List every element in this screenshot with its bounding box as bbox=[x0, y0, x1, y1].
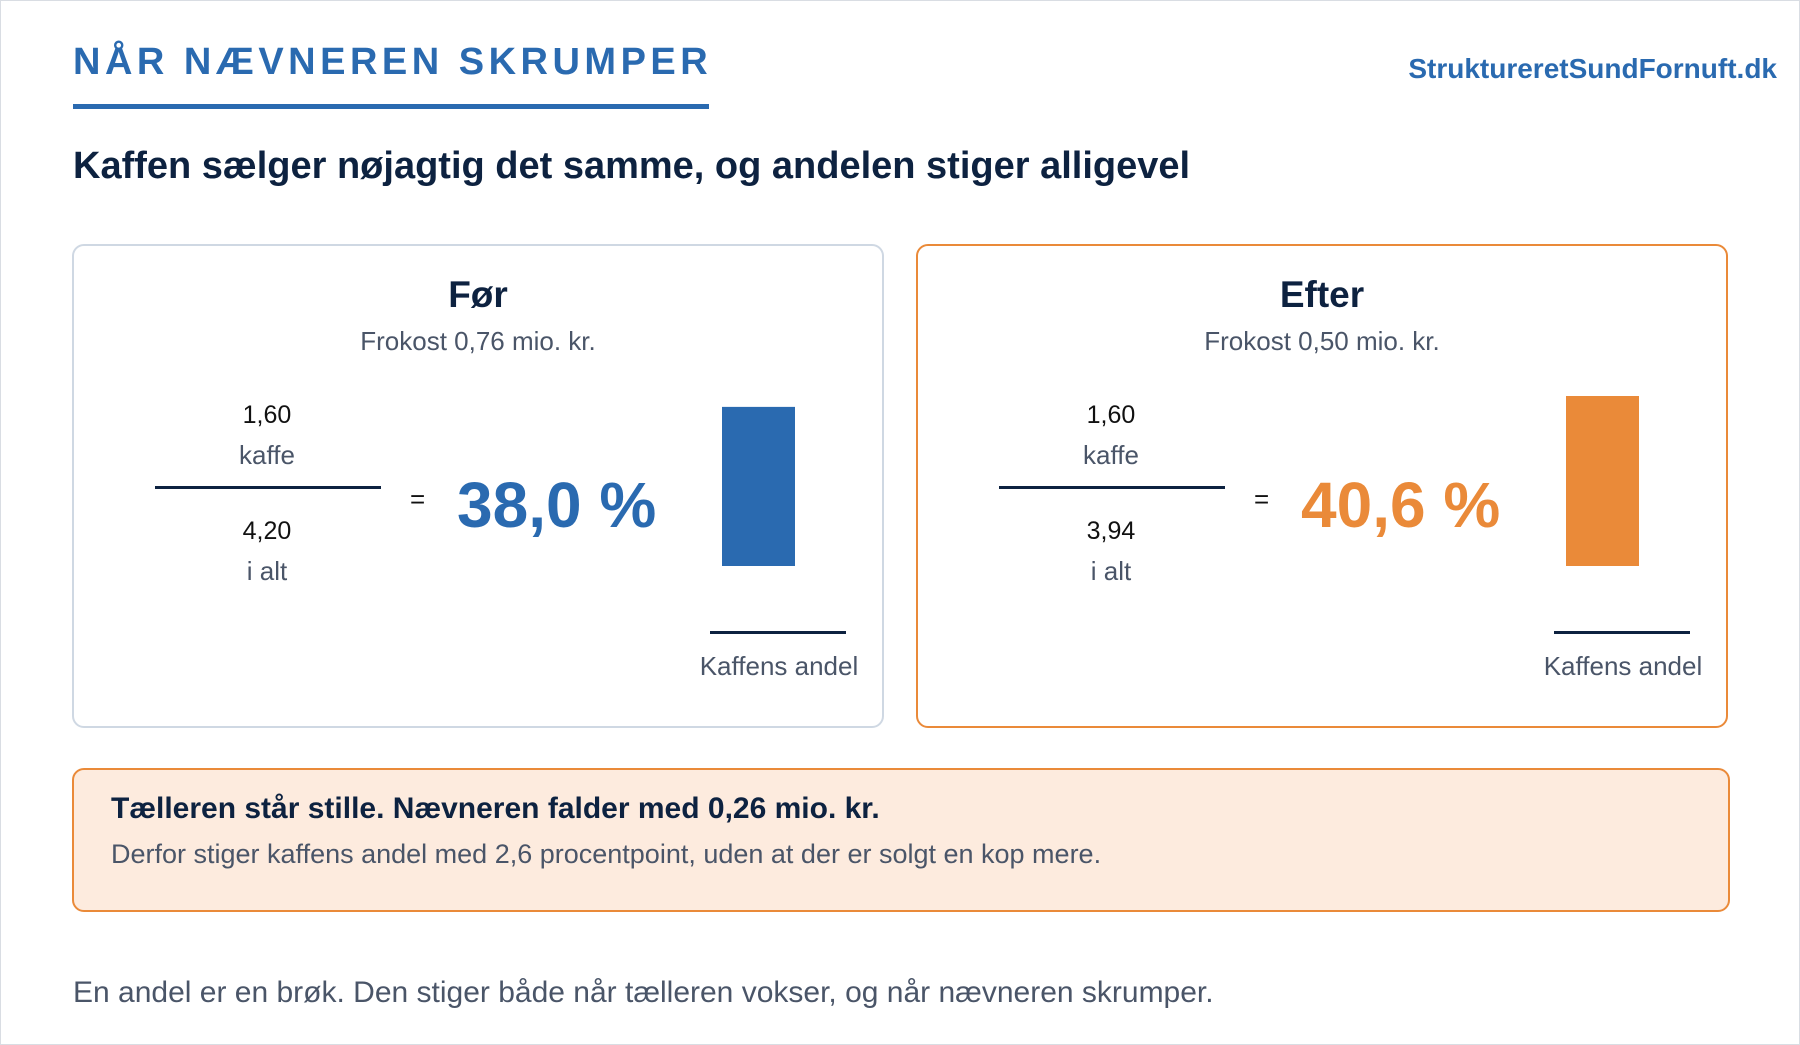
fraction-line bbox=[155, 486, 381, 489]
fraction-line bbox=[999, 486, 1225, 489]
equals-sign: = bbox=[1254, 484, 1270, 514]
page-title: Kaffen sælger nøjagtig det samme, og and… bbox=[73, 145, 1191, 187]
callout-title: Tælleren står stille. Nævneren falder me… bbox=[111, 792, 880, 825]
fraction-numerator-label: kaffe bbox=[1083, 440, 1139, 470]
fraction-denominator: 3,94 bbox=[1086, 517, 1136, 545]
share-bar-svg bbox=[722, 406, 795, 566]
eyebrow-underline bbox=[73, 104, 709, 109]
card-subtitle: Frokost 0,50 mio. kr. bbox=[1204, 326, 1440, 356]
footer-note: En andel er en brøk. Den stiger både når… bbox=[73, 976, 1214, 1009]
fraction-numerator-label: kaffe bbox=[239, 440, 295, 470]
brand-link[interactable]: StruktureretSundFornuft.dk bbox=[1408, 53, 1777, 84]
equals-sign: = bbox=[410, 484, 426, 514]
fraction-denominator: 4,20 bbox=[242, 517, 292, 545]
fraction-denominator-label: i alt bbox=[246, 556, 288, 586]
share-bar-chart bbox=[1546, 396, 1686, 566]
before-card: Før Frokost 0,76 mio. kr. 1,60 kaffe 4,2… bbox=[72, 244, 884, 728]
bar-label: Kaffens andel bbox=[699, 651, 859, 681]
bar-baseline bbox=[1554, 631, 1690, 634]
share-bar-svg bbox=[1566, 396, 1639, 566]
percent-value: 38,0 % bbox=[457, 469, 657, 541]
card-title: Efter bbox=[1279, 274, 1365, 315]
after-card: Efter Frokost 0,50 mio. kr. 1,60 kaffe 3… bbox=[916, 244, 1728, 728]
callout-box: Tælleren står stille. Nævneren falder me… bbox=[72, 768, 1730, 912]
card-subtitle: Frokost 0,76 mio. kr. bbox=[360, 326, 596, 356]
share-bar bbox=[1566, 396, 1639, 566]
bar-label: Kaffens andel bbox=[1543, 651, 1703, 681]
eyebrow-heading: NÅR NÆVNEREN SKRUMPER bbox=[73, 41, 713, 83]
callout-body: Derfor stiger kaffens andel med 2,6 proc… bbox=[111, 839, 1102, 869]
fraction-denominator-label: i alt bbox=[1090, 556, 1132, 586]
card-title: Før bbox=[448, 274, 508, 315]
fraction-numerator: 1,60 bbox=[1086, 401, 1136, 429]
share-bar-chart bbox=[702, 396, 842, 566]
percent-value: 40,6 % bbox=[1301, 469, 1501, 541]
share-bar bbox=[722, 406, 795, 566]
fraction-numerator: 1,60 bbox=[242, 401, 292, 429]
bar-baseline bbox=[710, 631, 846, 634]
